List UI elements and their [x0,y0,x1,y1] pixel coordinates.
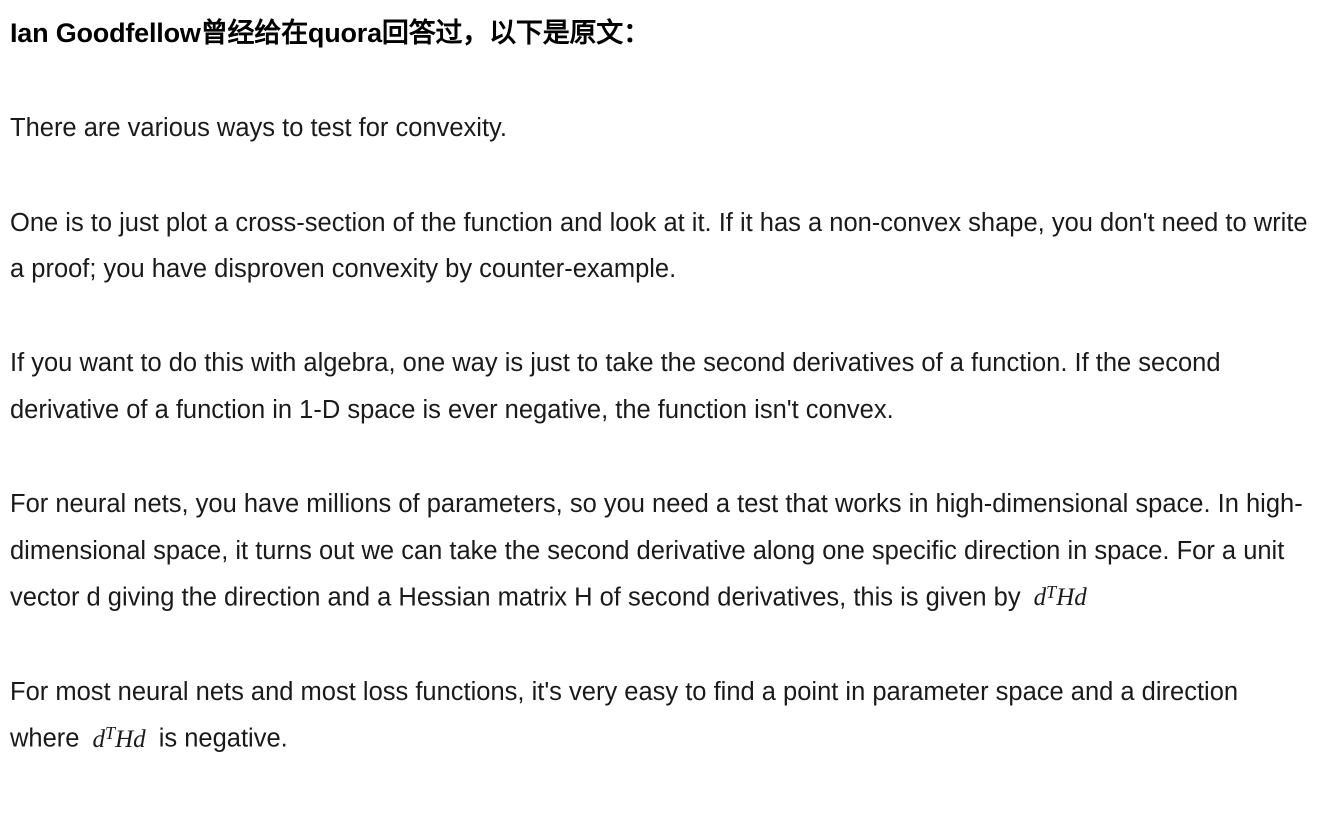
math-var-d: d [133,726,146,753]
math-var-H: H [1056,584,1074,611]
math-var-d: d [93,726,106,753]
paragraph-text: For neural nets, you have millions of pa… [10,490,1303,611]
paragraph-intro: There are various ways to test for conve… [10,105,1308,151]
math-var-d: d [1074,584,1087,611]
paragraph-algebra-method: If you want to do this with algebra, one… [10,340,1308,433]
paragraph-conclusion: For most neural nets and most loss funct… [10,669,1308,762]
paragraph-plot-method: One is to just plot a cross-section of t… [10,200,1308,293]
math-superscript-T: T [105,723,115,743]
paragraph-text: is negative. [159,725,288,753]
math-superscript-T: T [1046,582,1056,602]
heading: Ian Goodfellow曾经给在quora回答过，以下是原文： [10,10,1308,57]
math-var-d: d [1034,584,1047,611]
paragraph-neural-nets: For neural nets, you have millions of pa… [10,481,1308,621]
math-var-H: H [115,726,133,753]
math-expression-dTHd-1: dTHd [1028,584,1093,611]
math-expression-dTHd-2: dTHd [87,726,152,753]
